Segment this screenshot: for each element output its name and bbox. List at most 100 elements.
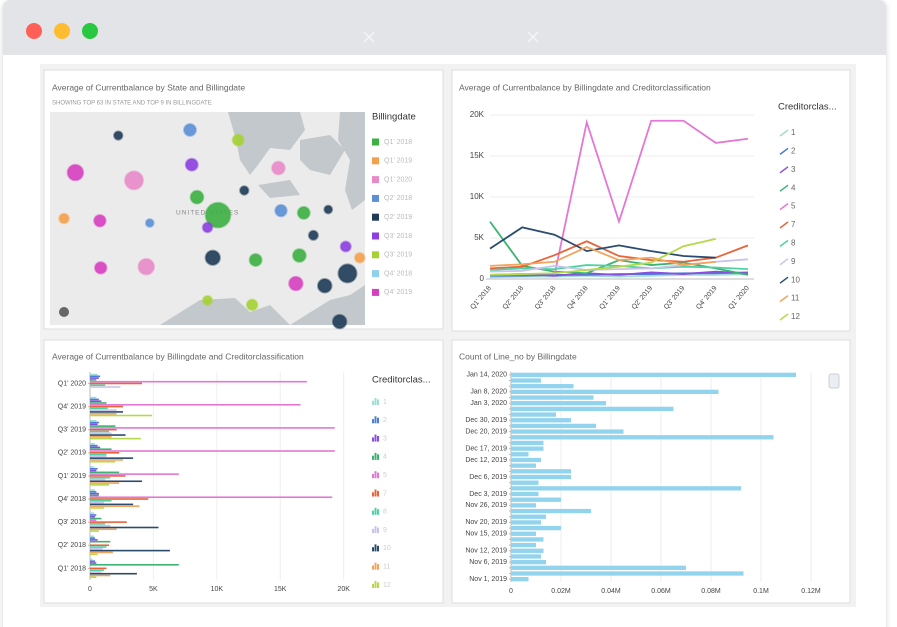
bar [511,491,539,497]
legend-icon [374,452,377,460]
bar [90,419,97,422]
x-tick-label: 0.08M [701,588,721,595]
info-icon[interactable] [59,307,69,317]
legend-label: 4 [383,454,387,461]
bubble [123,170,145,191]
bar [90,451,120,454]
legend-label: 2 [791,147,796,156]
legend-title: Creditorclas... [372,375,431,386]
legend-label: Q1' 2020 [384,176,412,183]
bar [90,519,97,522]
bar [90,517,102,520]
legend-swatch [372,232,379,240]
bar [90,425,116,427]
legend-icon [377,527,379,534]
line-series [553,118,749,276]
bar [90,443,96,445]
bubble [183,122,197,137]
legend-label: 4 [791,183,796,192]
bar [511,457,541,463]
y-tick-label: Dec 17, 2019 [465,445,507,452]
bar [511,412,556,417]
bar [90,434,126,436]
bar [90,515,96,518]
bar [90,562,97,564]
chart-subtitle: SHOWING TOP 63 IN STATE AND TOP 9 IN BIL… [52,101,212,107]
bar [511,401,606,406]
legend-icon [372,437,374,442]
x-tick-label: 0.1M [753,588,769,595]
bar [90,491,97,493]
legend-icon [374,471,377,479]
legend-label: Q2' 2019 [384,214,412,221]
bar [90,544,110,547]
bar [511,486,741,491]
bubble [58,212,70,225]
bar [90,523,106,525]
x-tick-label: 20K [337,586,350,593]
bar [90,412,117,415]
legend-label: 11 [791,294,800,303]
bar [90,436,112,438]
bubble [274,203,288,218]
bubble [353,251,366,264]
bar [90,505,140,507]
bar [90,500,112,502]
bar [90,507,104,509]
legend-icon [372,474,374,479]
legend-label: Q1' 2019 [384,158,412,165]
bubble [137,257,156,276]
bar [90,446,101,449]
bar [90,521,127,523]
line-series [489,226,716,259]
bubble [316,277,333,294]
bar [90,373,98,376]
legend-icon [779,129,789,137]
maximize-button[interactable] [82,23,98,39]
legend-icon [372,510,374,515]
bar [511,480,539,485]
close-button[interactable] [26,23,42,39]
bubble [201,221,214,234]
bar [90,571,102,573]
legend-icon [377,582,379,588]
bubble [270,160,286,176]
y-tick-label: Q1' 2019 [58,473,86,480]
legend-icon [374,416,377,424]
bar [511,548,544,553]
legend-label: 10 [383,545,391,552]
y-tick-label: Nov 20, 2019 [465,519,507,526]
bar [90,480,142,483]
y-tick-label: Nov 15, 2019 [465,531,507,538]
legend-label: 9 [791,257,796,266]
y-tick-label: Nov 1, 2019 [469,576,507,583]
bar [511,372,796,377]
y-tick-label: Dec 30, 2019 [465,417,507,424]
bubble [296,205,311,220]
bar [511,446,544,451]
y-tick-label: Q4' 2018 [58,496,86,503]
bar [90,535,94,538]
minimize-button[interactable] [54,23,70,39]
bar [90,402,107,404]
scroll-handle[interactable] [828,373,840,389]
legend-icon [377,436,379,442]
legend-swatch [372,270,379,278]
legend-label: 9 [383,527,387,534]
bar [511,565,686,570]
bubble [204,249,221,266]
bar [90,572,137,575]
bar [90,574,111,577]
bar [90,448,112,451]
legend-icon [779,313,789,321]
x-tick-label: 15K [274,586,287,593]
bubble [323,204,334,215]
bar [90,467,98,470]
bar [511,537,544,542]
x-tick-label: 0.04M [601,588,621,595]
legend-icon [377,399,379,405]
legend-icon [372,528,374,534]
bubble [245,298,259,312]
bar [90,563,179,566]
